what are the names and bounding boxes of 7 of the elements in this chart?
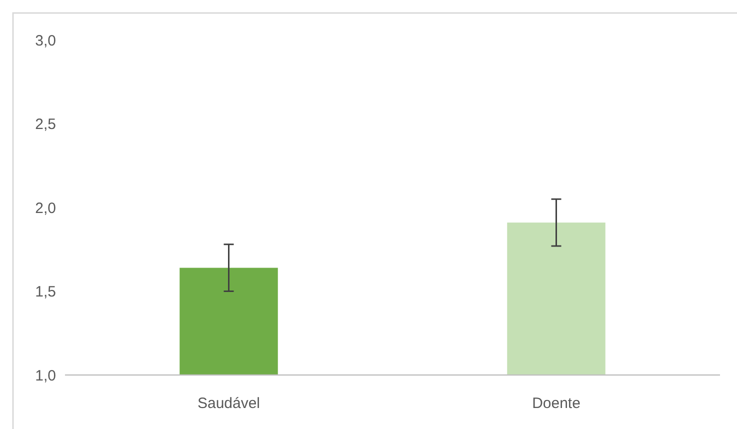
y-tick-label: 3,0 [35, 32, 56, 50]
y-tick-label: 2,5 [35, 116, 56, 133]
x-tick-label: Doente [532, 395, 580, 412]
x-tick-label: Saudável [197, 395, 260, 412]
y-tick-label: 2,0 [35, 200, 56, 217]
y-tick-label: 1,5 [35, 284, 56, 300]
y-tick-label: 1,0 [35, 367, 56, 384]
